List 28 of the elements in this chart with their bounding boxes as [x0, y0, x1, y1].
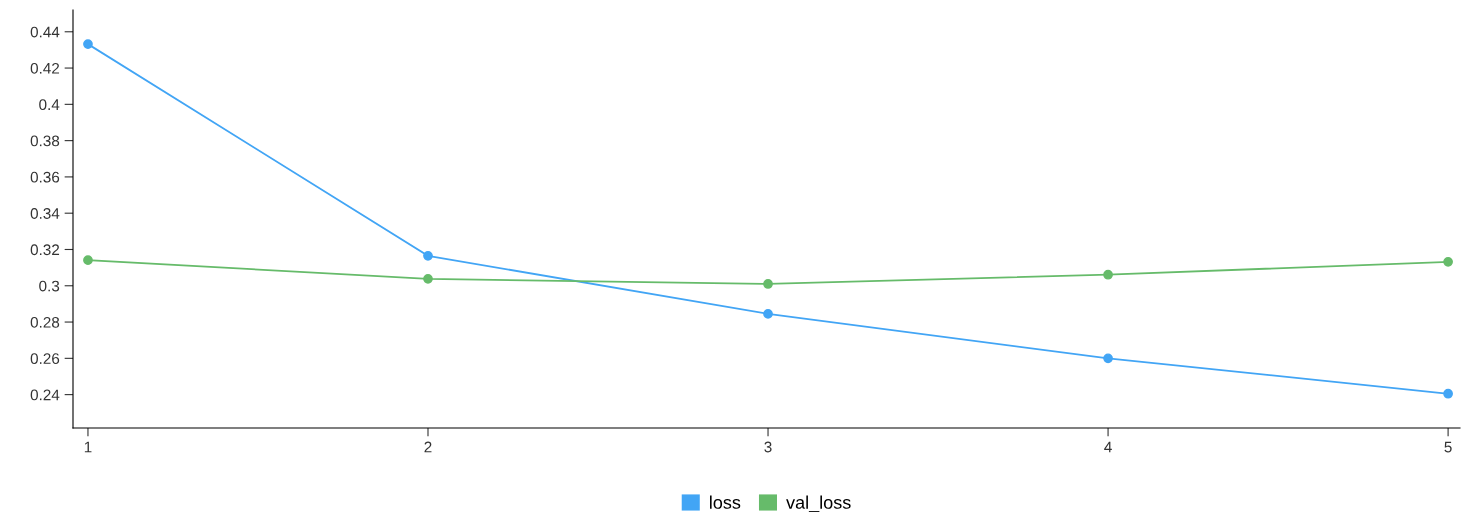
point [1443, 388, 1453, 399]
y-tick-label: 0.42 [30, 62, 60, 74]
y-tick-label: 0.3 [39, 280, 60, 292]
y-tick-label: 0.24 [30, 389, 60, 401]
y-tick-label: 0.26 [30, 353, 60, 365]
x-tick-label: 2 [424, 441, 432, 453]
y-tick-label: 0.32 [30, 244, 60, 256]
y-tick-label: 0.36 [30, 171, 60, 183]
point [83, 255, 93, 266]
x-tick-label: 5 [1444, 441, 1452, 453]
y-tick-label: 0.34 [30, 208, 60, 219]
x-tick-label: 4 [1104, 441, 1112, 453]
point [763, 309, 773, 319]
y-tick-label: 0.44 [30, 26, 60, 38]
point [423, 274, 433, 284]
x-tick-label: 1 [84, 441, 92, 453]
y-tick-label: 0.28 [30, 316, 60, 328]
y-tick-label: 0.38 [30, 135, 60, 147]
point [1443, 256, 1453, 267]
legend-label: loss [710, 495, 741, 509]
y-tick-label: 0.4 [39, 99, 60, 111]
point [1103, 353, 1113, 364]
point [1103, 269, 1113, 280]
x-tick-label: 3 [764, 441, 772, 453]
point [763, 279, 773, 289]
legend-label: val_loss [786, 495, 851, 512]
point [423, 250, 433, 261]
point [83, 39, 93, 49]
